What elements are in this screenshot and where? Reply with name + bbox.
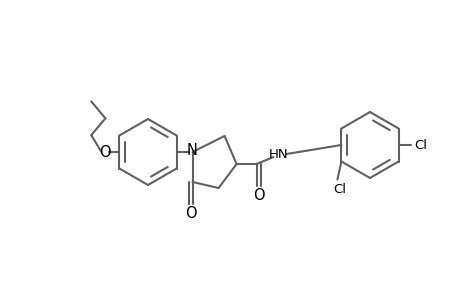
Text: Cl: Cl — [332, 183, 345, 196]
Text: HN: HN — [268, 148, 288, 160]
Text: N: N — [186, 142, 196, 158]
Text: O: O — [252, 188, 264, 202]
Text: O: O — [185, 206, 196, 220]
Text: O: O — [100, 145, 111, 160]
Text: Cl: Cl — [413, 139, 426, 152]
